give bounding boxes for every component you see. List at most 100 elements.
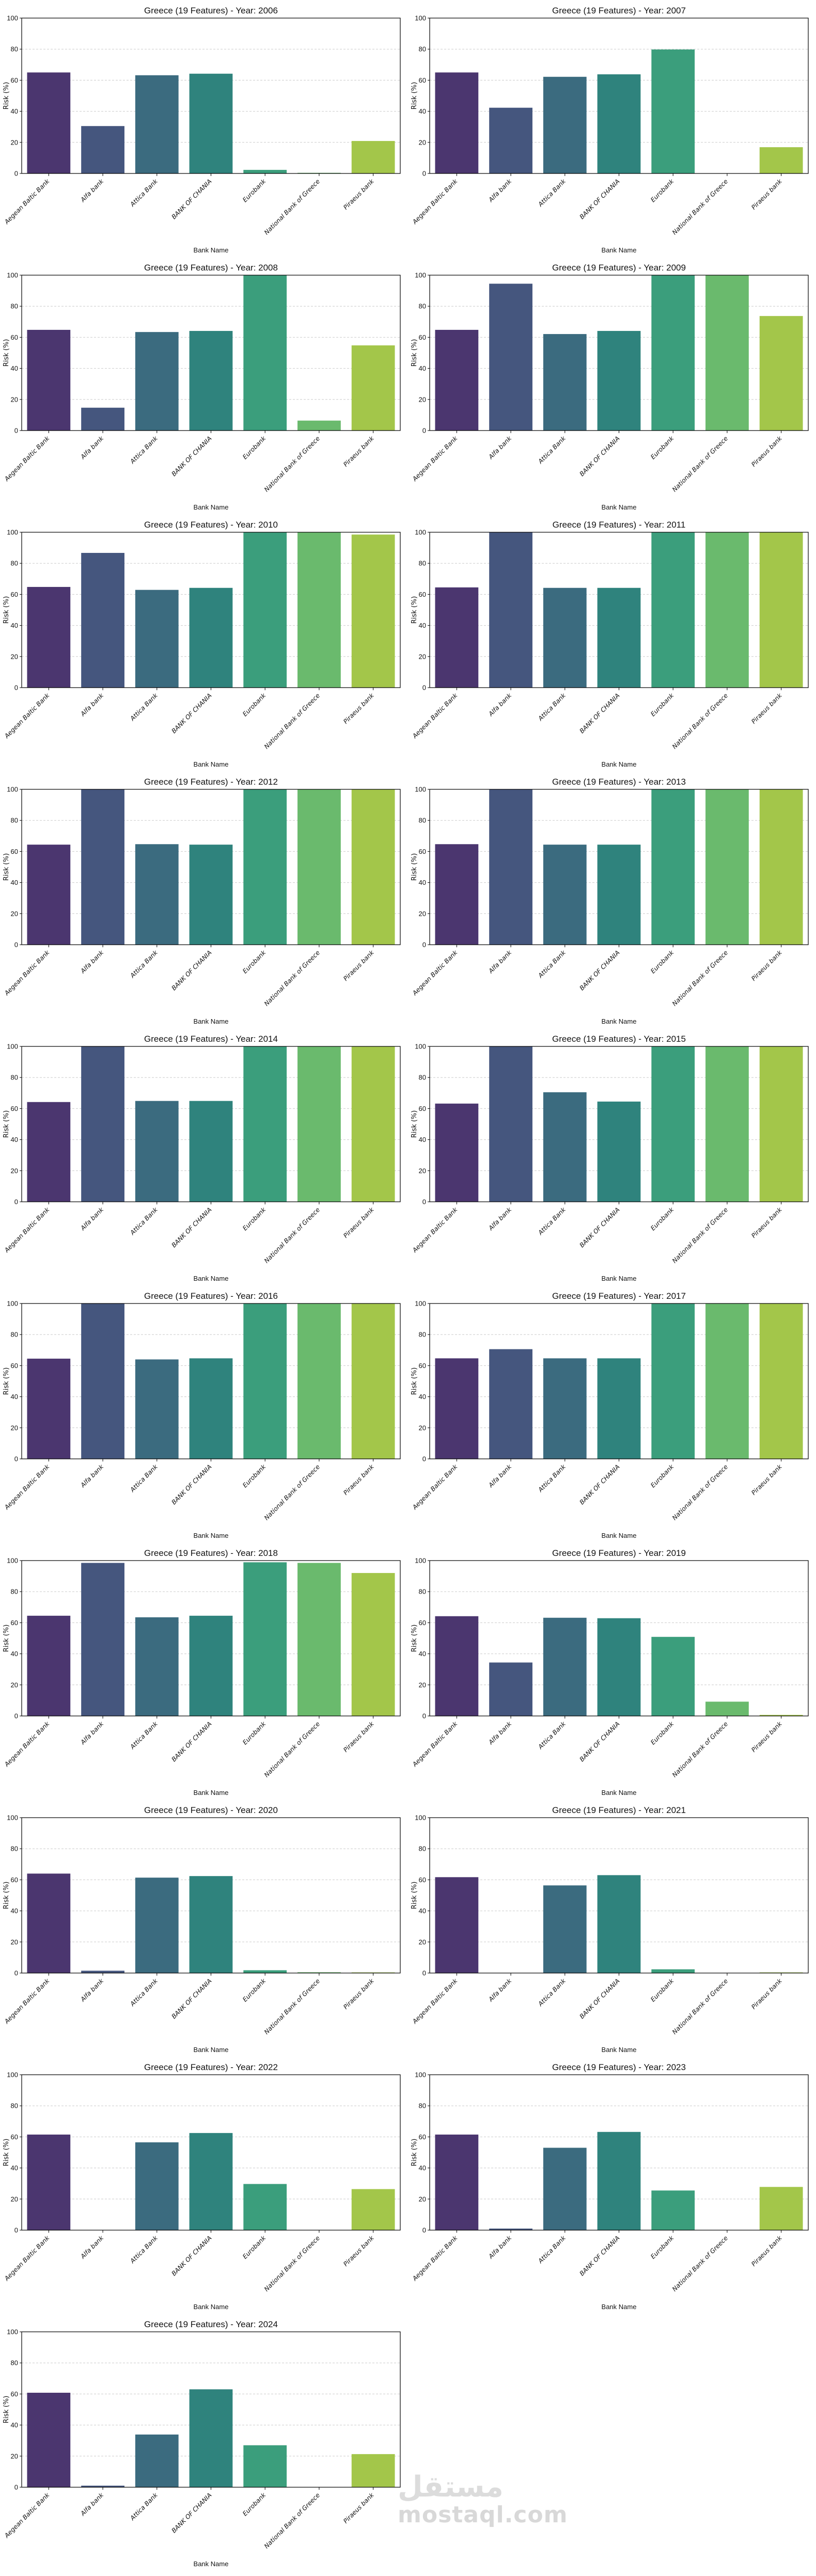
y-tick-label: 0	[14, 941, 18, 949]
x-tick-label: Attica Bank	[537, 1720, 568, 1751]
x-tick-label: BANK OF CHANIA	[578, 1206, 621, 1249]
bar-chart-2015: Greece (19 Features) - Year: 2015 0 20 40 60…	[408, 1028, 816, 1285]
y-tick-label: 20	[419, 2195, 426, 2203]
chart-svg: Greece (19 Features) - Year: 2012 0 20 40 60…	[3, 777, 401, 1025]
bar-aegean-baltic-bank	[435, 844, 479, 945]
bar-chart-2008: Greece (19 Features) - Year: 2008 0 20 40 60…	[0, 257, 408, 514]
y-tick-label: 100	[7, 1557, 18, 1565]
bar-aegean-baltic-bank	[27, 586, 71, 688]
y-tick-label: 80	[11, 1331, 18, 1339]
y-tick-label: 20	[11, 2452, 18, 2460]
bar-alfa-bank	[489, 2228, 532, 2230]
bar-eurobank	[651, 1636, 695, 1716]
x-tick-label: Eurobank	[241, 1720, 268, 1746]
x-tick-label: Alfa bank	[487, 177, 513, 203]
y-tick-label: 40	[11, 1136, 18, 1143]
bar-attica-bank	[543, 1358, 587, 1459]
x-tick-label: Eurobank	[241, 2491, 268, 2517]
y-tick-label: 100	[7, 2328, 18, 2336]
bar-eurobank	[651, 1969, 695, 1973]
y-tick-label: 40	[11, 622, 18, 629]
bar-bank-of-chania	[189, 2389, 233, 2487]
chart-svg: Greece (19 Features) - Year: 2011 0 20 40 60…	[411, 520, 809, 768]
bar-piraeus-bank	[759, 532, 803, 688]
bar-alfa-bank	[489, 107, 532, 173]
y-tick-label: 40	[11, 1393, 18, 1401]
bar-eurobank	[243, 532, 287, 688]
y-tick-label: 80	[11, 817, 18, 824]
chart-svg: Greece (19 Features) - Year: 2007 0 20 40 60…	[411, 6, 809, 254]
y-tick-label: 60	[11, 2390, 18, 2398]
y-axis-label: Risk (%)	[411, 2139, 418, 2167]
bar-eurobank	[651, 275, 695, 431]
y-tick-label: 40	[419, 1136, 426, 1143]
y-tick-label: 0	[14, 170, 18, 178]
y-tick-label: 80	[419, 817, 426, 824]
y-tick-label: 40	[11, 879, 18, 886]
bar-piraeus-bank	[351, 1046, 395, 1202]
x-tick-label: Piraeus bank	[342, 1720, 375, 1753]
bar-aegean-baltic-bank	[27, 1358, 71, 1459]
x-tick-label: Aegean Baltic Bank	[411, 1720, 459, 1768]
bar-bank-of-chania	[597, 2132, 641, 2230]
x-tick-label: Eurobank	[241, 691, 268, 718]
bar-alfa-bank	[489, 532, 532, 688]
y-tick-label: 80	[419, 1074, 426, 1082]
x-tick-label: National Bank of Greece	[671, 1977, 729, 2036]
x-tick-label: Eurobank	[241, 1462, 268, 1489]
bar-eurobank	[651, 532, 695, 688]
y-tick-label: 20	[419, 1167, 426, 1174]
bar-alfa-bank	[489, 1662, 532, 1716]
x-tick-label: Eurobank	[241, 948, 268, 975]
y-tick-label: 0	[14, 427, 18, 435]
bar-chart-2019: Greece (19 Features) - Year: 2019 0 20 40 60…	[408, 1543, 816, 1799]
x-tick-label: Aegean Baltic Bank	[411, 1462, 459, 1511]
chart-title: Greece (19 Features) - Year: 2006	[144, 6, 278, 15]
y-tick-label: 80	[11, 2102, 18, 2110]
chart-title: Greece (19 Features) - Year: 2010	[144, 520, 278, 530]
chart-svg: Greece (19 Features) - Year: 2009 0 20 40 60…	[411, 263, 809, 511]
bar-national-bank-of-greece	[297, 420, 341, 431]
bar-aegean-baltic-bank	[27, 2392, 71, 2487]
bar-piraeus-bank	[351, 345, 395, 431]
x-tick-label: Eurobank	[649, 434, 676, 460]
x-tick-label: Piraeus bank	[750, 1205, 783, 1239]
bar-chart-2024: Greece (19 Features) - Year: 2024 0 20 40 60…	[0, 2314, 408, 2570]
bar-attica-bank	[135, 332, 179, 431]
x-tick-label: Alfa bank	[79, 1720, 105, 1746]
bar-national-bank-of-greece	[297, 1303, 341, 1459]
bar-alfa-bank	[81, 1970, 124, 1973]
x-tick-label: Piraeus bank	[342, 948, 375, 982]
x-tick-label: BANK OF CHANIA	[170, 435, 213, 478]
bar-aegean-baltic-bank	[27, 329, 71, 431]
x-tick-label: Alfa bank	[487, 1462, 513, 1489]
bar-chart-2018: Greece (19 Features) - Year: 2018 0 20 40 60…	[0, 1543, 408, 1799]
bar-national-bank-of-greece	[705, 1303, 749, 1459]
y-tick-label: 100	[7, 14, 18, 22]
bar-bank-of-chania	[597, 331, 641, 431]
x-tick-label: National Bank of Greece	[671, 692, 729, 750]
y-tick-label: 0	[422, 941, 426, 949]
y-tick-label: 0	[14, 2484, 18, 2491]
bar-chart-2011: Greece (19 Features) - Year: 2011 0 20 40 60…	[408, 514, 816, 771]
y-tick-label: 60	[11, 333, 18, 341]
bar-bank-of-chania	[597, 1358, 641, 1459]
x-tick-label: Attica Bank	[537, 1205, 568, 1236]
bar-attica-bank	[543, 1885, 587, 1973]
bar-chart-2023: Greece (19 Features) - Year: 2023 0 20 40 60…	[408, 2057, 816, 2313]
y-tick-label: 40	[11, 2164, 18, 2172]
bar-chart-2014: Greece (19 Features) - Year: 2014 0 20 40 60…	[0, 1028, 408, 1285]
x-tick-label: Piraeus bank	[750, 948, 783, 982]
chart-svg: Greece (19 Features) - Year: 2017 0 20 40 60…	[411, 1291, 809, 1539]
bar-bank-of-chania	[597, 1875, 641, 1973]
x-tick-label: Alfa bank	[487, 2234, 513, 2260]
y-tick-label: 20	[11, 653, 18, 660]
y-tick-label: 100	[415, 1043, 426, 1051]
bar-piraeus-bank	[351, 2454, 395, 2487]
x-tick-label: Attica Bank	[129, 434, 160, 465]
bar-national-bank-of-greece	[297, 1972, 341, 1973]
y-tick-label: 80	[11, 560, 18, 567]
bar-alfa-bank	[81, 789, 124, 945]
x-tick-label: Eurobank	[649, 948, 676, 975]
